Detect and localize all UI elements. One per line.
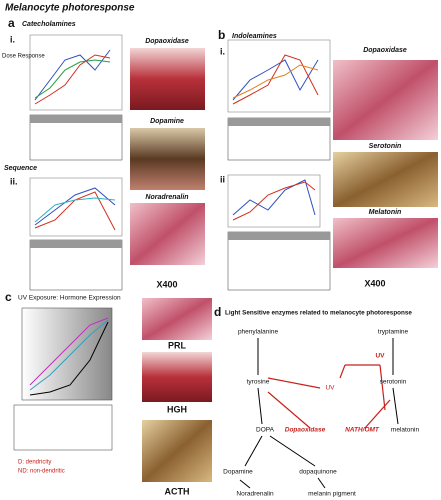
- node: DOPA: [256, 427, 275, 434]
- title: Melanocyte photoresponse: [5, 3, 135, 14]
- sub-label: ii.: [10, 176, 18, 186]
- image-label: Dopaoxidase: [145, 38, 189, 45]
- panel-label: d: [214, 305, 221, 319]
- heading: Light Sensitive enzymes related to melan…: [225, 310, 412, 317]
- uv: UV: [375, 353, 385, 360]
- label: Dose Response: [2, 54, 45, 60]
- enzyme: Dopaoxidase: [285, 427, 326, 434]
- legend: D: dendricity: [18, 460, 51, 466]
- node: phenylalanine: [238, 329, 279, 336]
- image-label: Noradrenalin: [145, 194, 188, 201]
- layout: [13, 34, 438, 489]
- node: tyrosine: [247, 379, 270, 386]
- panel-label: a: [8, 16, 15, 30]
- heading: Indoleamines: [232, 33, 277, 40]
- image-label: Dopaoxidase: [363, 47, 407, 54]
- image-label: Dopamine: [150, 118, 184, 125]
- magnification: X400: [364, 278, 385, 288]
- image-label: PRL: [168, 340, 187, 350]
- enzyme: NATH/OMT: [345, 427, 380, 434]
- node: tryptamine: [378, 329, 409, 336]
- node: dopaquinone: [299, 469, 337, 476]
- sub-label: i.: [220, 46, 225, 56]
- image-label: HGH: [167, 404, 187, 414]
- sub-label: ii: [220, 174, 225, 184]
- image-label: Melatonin: [369, 209, 402, 216]
- node: Noradrenalin: [236, 491, 274, 498]
- node: Dopamine: [223, 469, 253, 476]
- image-label: ACTH: [165, 486, 190, 496]
- image-label: Serotonin: [369, 143, 402, 150]
- uv: UV: [325, 385, 335, 392]
- heading: Catecholamines: [22, 21, 76, 28]
- sub-label: i.: [10, 34, 15, 44]
- node: melanin pigment: [308, 491, 356, 498]
- magnification: X400: [156, 279, 177, 289]
- legend: ND: non-dendritic: [18, 469, 65, 475]
- node: melatonin: [391, 427, 420, 434]
- label: Sequence: [4, 165, 37, 172]
- panel-label: c: [5, 290, 12, 304]
- heading: UV Exposure: Hormone Expression: [18, 295, 121, 302]
- node: serotonin: [380, 379, 407, 386]
- panel-label: b: [218, 28, 225, 42]
